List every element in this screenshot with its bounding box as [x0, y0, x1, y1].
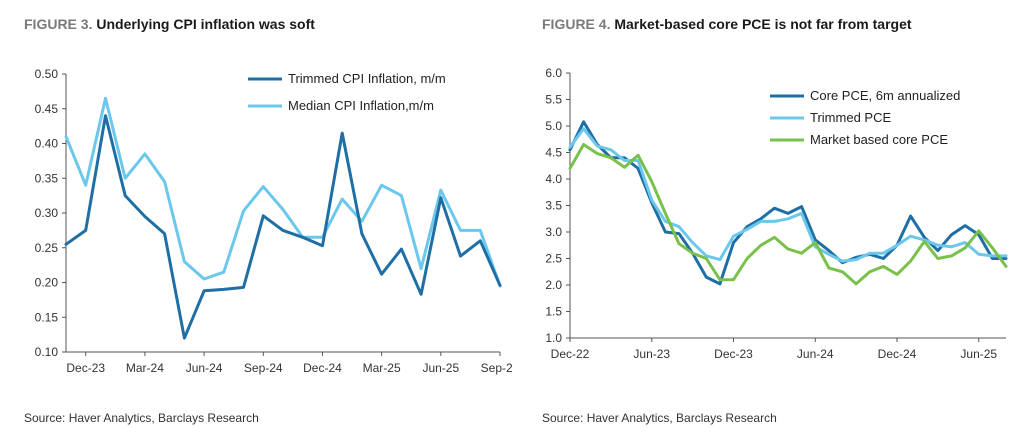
fig4-y-tick-label: 4.0	[545, 172, 562, 186]
figure-3-title: FIGURE 3. Underlying CPI inflation was s…	[24, 16, 315, 32]
fig3-y-tick-label: 0.35	[35, 171, 59, 185]
fig4-x-tick-label: Jun-24	[797, 347, 834, 361]
fig4-legend-label-1: Core PCE, 6m annualized	[810, 88, 960, 103]
fig4-y-tick-label: 2.5	[545, 252, 562, 266]
figure-3-chart: 0.10 0.15 0.20 0.25 0.30 0.35 0.40 0.45 0.50 Dec-…	[35, 67, 512, 375]
fig3-x-tick-label: Dec-23	[66, 361, 105, 375]
fig3-y-tick-label: 0.10	[35, 345, 59, 359]
figure-4-title: FIGURE 4. Market-based core PCE is not f…	[542, 16, 912, 32]
fig3-x-tick-label: Jun-25	[422, 361, 459, 375]
fig4-y-tick-label: 3.5	[545, 199, 562, 213]
fig4-x-tick-label: Jun-25	[960, 347, 997, 361]
fig4-series-line-2	[568, 127, 1008, 263]
fig3-y-tick-label: 0.50	[35, 67, 59, 81]
fig4-legend-label-3: Market based core PCE	[810, 132, 948, 147]
fig4-y-tick-label: 5.5	[545, 93, 562, 107]
figure-3-title-text: Underlying CPI inflation was soft	[96, 16, 315, 32]
fig4-x-tick-label: Dec-24	[878, 347, 917, 361]
fig3-x-tick-label: Mar-25	[363, 361, 401, 375]
fig4-x-tick-label: Jun-23	[633, 347, 670, 361]
fig3-series-line-1	[64, 114, 502, 340]
fig4-series-line-1	[568, 120, 1008, 286]
fig4-y-tick-label: 3.0	[545, 225, 562, 239]
fig3-series-line-2	[64, 96, 502, 288]
fig3-y-tick-label: 0.25	[35, 241, 59, 255]
fig4-legend-label-2: Trimmed PCE	[810, 110, 891, 125]
figure-4-label: FIGURE 4.	[542, 16, 611, 32]
fig3-x-tick-label: Sep-25	[481, 361, 512, 375]
figure-3-source: Source: Haver Analytics, Barclays Resear…	[24, 411, 259, 425]
fig3-y-tick-label: 0.20	[35, 276, 59, 290]
fig3-y-tick-label: 0.45	[35, 102, 59, 116]
figure-4-chart: 1.0 1.5 2.0 2.5 3.0 3.5 4.0 4.5 5.0 5.5 6.0 Dec-22 J…	[545, 66, 1008, 361]
figure-4-title-text: Market-based core PCE is not far from ta…	[614, 16, 912, 32]
figure-3-label: FIGURE 3.	[24, 16, 93, 32]
fig3-y-tick-label: 0.15	[35, 310, 59, 324]
fig4-y-tick-label: 1.5	[545, 305, 562, 319]
fig4-y-tick-label: 2.0	[545, 278, 562, 292]
fig4-y-tick-label: 6.0	[545, 66, 562, 80]
fig3-y-tick-label: 0.40	[35, 137, 59, 151]
fig4-x-tick-label: Dec-23	[714, 347, 753, 361]
fig4-series-line-3	[568, 143, 1008, 286]
fig3-x-tick-label: Sep-24	[244, 361, 283, 375]
fig3-x-tick-label: Jun-24	[186, 361, 223, 375]
fig3-legend-label-2: Median CPI Inflation,m/m	[288, 98, 434, 113]
fig3-legend-label-1: Trimmed CPI Inflation, m/m	[288, 71, 446, 86]
fig3-x-tick-label: Dec-24	[303, 361, 342, 375]
fig4-y-tick-label: 5.0	[545, 119, 562, 133]
fig4-x-tick-label: Dec-22	[551, 347, 590, 361]
figure-4-source: Source: Haver Analytics, Barclays Resear…	[542, 411, 777, 425]
fig3-x-tick-label: Mar-24	[126, 361, 164, 375]
fig3-y-tick-label: 0.30	[35, 206, 59, 220]
fig4-y-tick-label: 1.0	[545, 331, 562, 345]
fig4-y-tick-label: 4.5	[545, 146, 562, 160]
